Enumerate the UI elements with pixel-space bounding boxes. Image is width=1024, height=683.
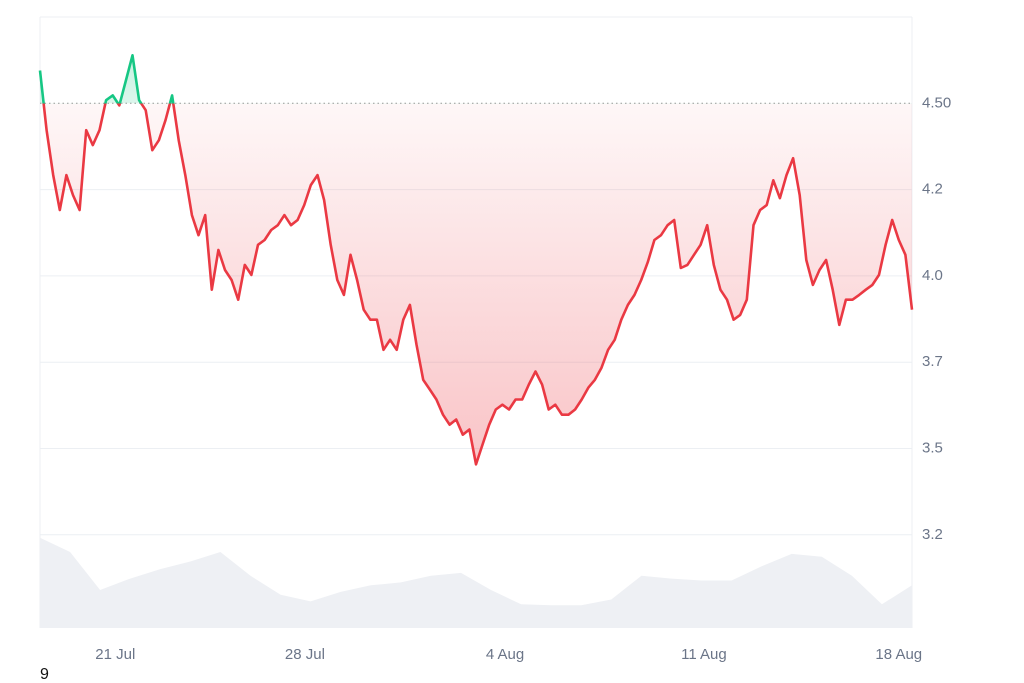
price-line <box>38 54 914 466</box>
y-tick-label: 4.0 <box>922 267 943 284</box>
x-tick-label: 11 Aug <box>681 646 727 663</box>
x-tick-label: 18 Aug <box>875 646 922 663</box>
volume-area <box>40 537 912 628</box>
footnote: 9 <box>40 666 49 683</box>
y-tick-label: 4.2 <box>922 181 943 198</box>
baseline-label: 4.50 <box>922 94 951 111</box>
x-tick-label: 4 Aug <box>486 646 524 663</box>
x-tick-label: 28 Jul <box>285 646 325 663</box>
x-tick-label: 21 Jul <box>95 646 135 663</box>
y-tick-label: 3.7 <box>922 353 943 370</box>
price-area <box>40 55 912 465</box>
y-tick-label: 3.2 <box>922 526 943 543</box>
y-tick-label: 3.5 <box>922 439 943 456</box>
